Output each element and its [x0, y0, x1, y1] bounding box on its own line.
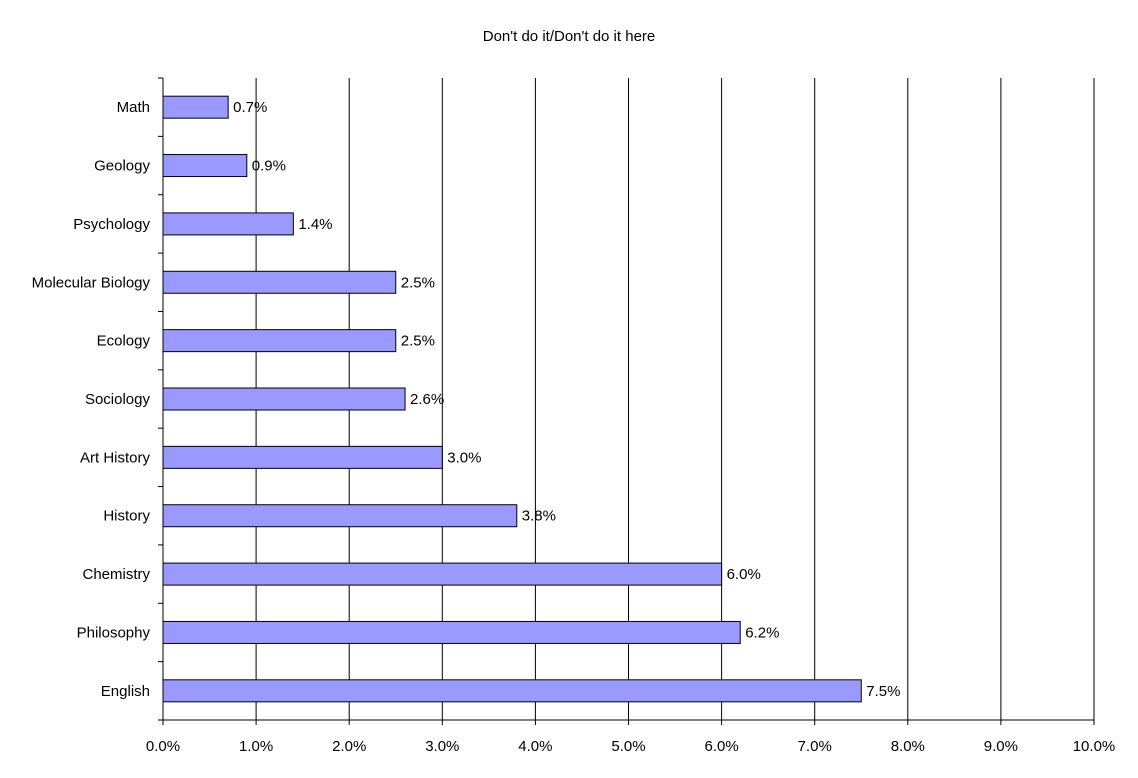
category-label: Art History	[80, 449, 151, 466]
x-tick-label: 9.0%	[984, 738, 1018, 755]
category-label: Psychology	[73, 216, 150, 233]
data-label: 3.0%	[447, 449, 481, 466]
x-tick-label: 0.0%	[146, 738, 180, 755]
category-label: History	[103, 508, 150, 525]
category-label: English	[101, 683, 150, 700]
x-tick-label: 3.0%	[425, 738, 459, 755]
category-label: Math	[117, 99, 150, 116]
x-tick-label: 10.0%	[1073, 738, 1116, 755]
bar	[162, 95, 229, 119]
category-label: Chemistry	[82, 566, 150, 583]
data-label: 6.2%	[745, 624, 779, 641]
x-tick-label: 8.0%	[891, 738, 925, 755]
chart-title: Don't do it/Don't do it here	[482, 28, 656, 45]
bar	[162, 620, 741, 644]
data-label: 7.5%	[866, 683, 900, 700]
x-tick-label: 2.0%	[332, 738, 366, 755]
data-label: 6.0%	[727, 566, 761, 583]
category-label: Molecular Biology	[32, 274, 151, 291]
bar	[162, 387, 406, 411]
data-label: 3.8%	[522, 508, 556, 525]
x-tick-label: 1.0%	[239, 738, 273, 755]
bar	[162, 504, 518, 528]
category-label: Ecology	[97, 333, 151, 350]
category-label: Sociology	[85, 391, 151, 408]
x-tick-label: 5.0%	[611, 738, 645, 755]
data-label: 1.4%	[298, 216, 332, 233]
data-label: 0.9%	[252, 158, 286, 175]
x-tick-label: 6.0%	[704, 738, 738, 755]
category-label: Philosophy	[77, 624, 151, 641]
bar	[162, 329, 397, 353]
data-label: 2.5%	[401, 274, 435, 291]
data-label: 0.7%	[233, 99, 267, 116]
x-tick-label: 4.0%	[518, 738, 552, 755]
x-tick-label: 7.0%	[798, 738, 832, 755]
bar	[162, 154, 248, 178]
category-label: Geology	[94, 158, 150, 175]
bar	[162, 679, 862, 703]
data-label: 2.6%	[410, 391, 444, 408]
data-label: 2.5%	[401, 333, 435, 350]
bar	[162, 445, 443, 469]
bar	[162, 270, 397, 294]
bar	[162, 562, 723, 586]
bar	[162, 212, 294, 236]
